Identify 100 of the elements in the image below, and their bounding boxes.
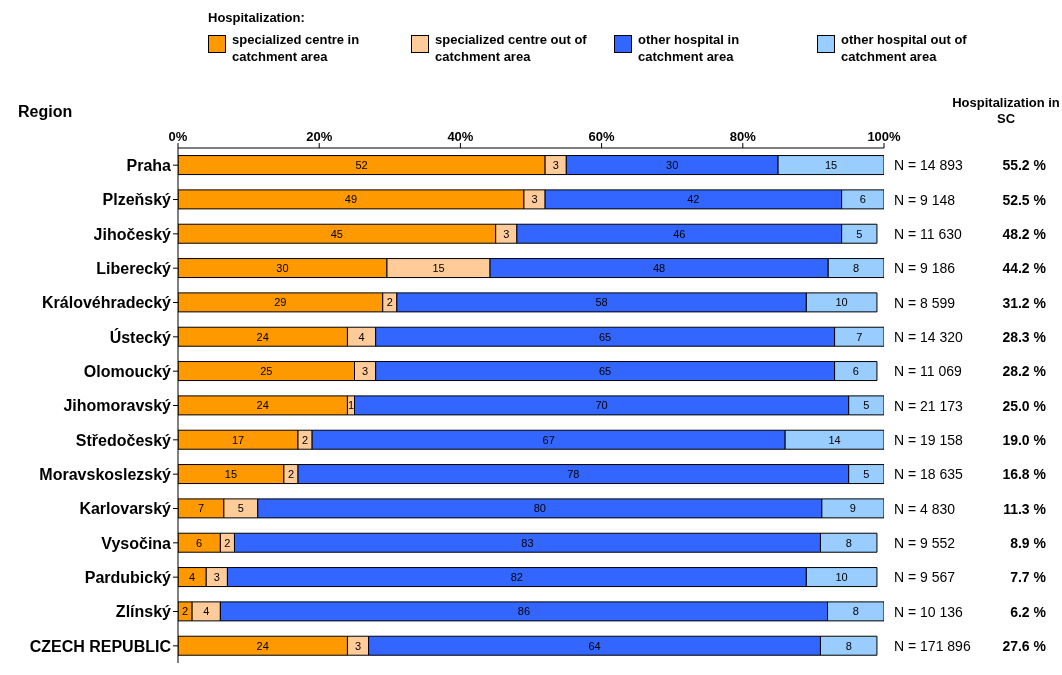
text: N = 171 896	[894, 636, 972, 655]
text: N = 11 630	[894, 224, 963, 243]
data-label: 80	[533, 502, 546, 515]
text: N = 9 567	[894, 568, 957, 587]
y-tick-label: Zlínský	[115, 603, 172, 621]
data-label: 70	[595, 399, 608, 412]
data-label: 6	[852, 365, 859, 378]
data-label: 46	[673, 227, 686, 240]
data-label: 30	[666, 159, 679, 172]
text: 11.3 %	[1002, 499, 1046, 518]
data-label: 10	[835, 296, 848, 309]
data-label: 52	[355, 159, 368, 172]
y-tick-label: Středočeský	[75, 431, 172, 449]
text: Hospitalization in SC	[951, 95, 1061, 127]
data-label: 3	[213, 571, 220, 584]
data-label: 24	[256, 399, 269, 412]
text: N = 14 320	[894, 327, 964, 346]
y-tick-label: Pardubický	[84, 568, 172, 586]
text: N = 9 186	[894, 259, 957, 278]
data-label: 86	[517, 605, 531, 618]
text: 6.2 %	[1009, 602, 1046, 621]
data-label: 4	[203, 605, 210, 618]
text: 52.5 %	[1001, 190, 1046, 209]
data-label: 17	[231, 433, 245, 446]
data-label: 8	[853, 262, 860, 275]
text: 31.2 %	[1001, 293, 1046, 312]
text: N = 9 552	[894, 533, 957, 552]
data-label: 6	[859, 193, 866, 206]
data-label: 2	[182, 605, 189, 618]
data-label: 5	[863, 399, 870, 412]
legend-label: other hospital out of catchment area	[841, 31, 968, 65]
data-label: 4	[358, 330, 365, 343]
y-tick-label: Ústecký	[109, 327, 172, 346]
data-label: 65	[599, 330, 612, 343]
data-label: 2	[224, 536, 231, 549]
data-label: 82	[510, 571, 524, 584]
data-label: 78	[567, 468, 580, 481]
data-label: 3	[552, 159, 559, 172]
data-label: 3	[531, 193, 538, 206]
data-label: 65	[599, 365, 612, 378]
text: 8.9 %	[1009, 533, 1046, 552]
text: N = 21 173	[894, 396, 964, 415]
text: 28.3 %	[1001, 327, 1046, 346]
data-label: 14	[828, 433, 841, 446]
y-tick-label: CZECH REPUBLIC	[29, 637, 172, 655]
data-label: 64	[588, 639, 601, 652]
text: 28.2 %	[1001, 362, 1046, 381]
data-label: 49	[344, 193, 358, 206]
data-label: 83	[521, 536, 534, 549]
y-axis-title: Region	[18, 103, 73, 121]
y-tick-label: Karlovarský	[79, 500, 172, 518]
text: 16.8 %	[1001, 465, 1046, 484]
y-tick-label: Praha	[126, 156, 172, 174]
data-label: 4	[189, 571, 196, 584]
data-label: 42	[687, 193, 700, 206]
data-label: 15	[824, 159, 838, 172]
y-tick-label: Liberecký	[96, 259, 172, 277]
y-tick-label: Jihočeský	[93, 225, 172, 243]
data-label: 5	[237, 502, 244, 515]
data-label: 8	[852, 605, 859, 618]
y-tick-label: Jihomoravský	[63, 397, 172, 415]
data-label: 15	[224, 468, 238, 481]
data-label: 3	[362, 365, 369, 378]
data-label: 67	[542, 433, 555, 446]
data-label: 8	[845, 639, 852, 652]
data-label: 24	[256, 639, 269, 652]
data-label: 7	[856, 330, 863, 343]
legend-label: other hospital in catchment area	[638, 31, 741, 65]
text: N = 19 158	[894, 430, 964, 449]
data-label: 25	[260, 365, 273, 378]
data-label: 48	[653, 262, 666, 275]
y-tick-label: Plzeňský	[102, 191, 172, 209]
data-label: 10	[835, 571, 848, 584]
text: 44.2 %	[1001, 259, 1046, 278]
data-label: 8	[845, 536, 852, 549]
data-label: 5	[863, 468, 870, 481]
data-label: 5	[856, 227, 863, 240]
y-tick-label: Vysočina	[101, 534, 172, 552]
text: N = 9 148	[894, 190, 957, 209]
text: 19.0 %	[1001, 430, 1046, 449]
y-tick-label: Královéhradecký	[42, 294, 172, 312]
data-label: 1	[347, 399, 355, 412]
y-tick-label: Olomoucký	[83, 362, 172, 380]
x-tick-label: 20%	[306, 129, 333, 144]
data-label: 9	[849, 502, 856, 515]
text: N = 8 599	[894, 293, 957, 312]
data-label: 58	[595, 296, 608, 309]
data-label: 2	[302, 433, 309, 446]
data-label: 45	[330, 227, 343, 240]
text: 7.7 %	[1009, 568, 1046, 587]
legend-label: specialized centre in catchment area	[232, 31, 361, 65]
text: N = 4 830	[894, 499, 957, 518]
data-label: 24	[256, 330, 269, 343]
text: N = 11 069	[894, 362, 963, 381]
data-label: 2	[287, 468, 295, 481]
text: 48.2 %	[1001, 224, 1046, 243]
data-label: 3	[503, 227, 510, 240]
data-label: 15	[432, 262, 445, 275]
text: 27.6 %	[1001, 636, 1046, 655]
x-tick-label: 80%	[729, 129, 757, 144]
